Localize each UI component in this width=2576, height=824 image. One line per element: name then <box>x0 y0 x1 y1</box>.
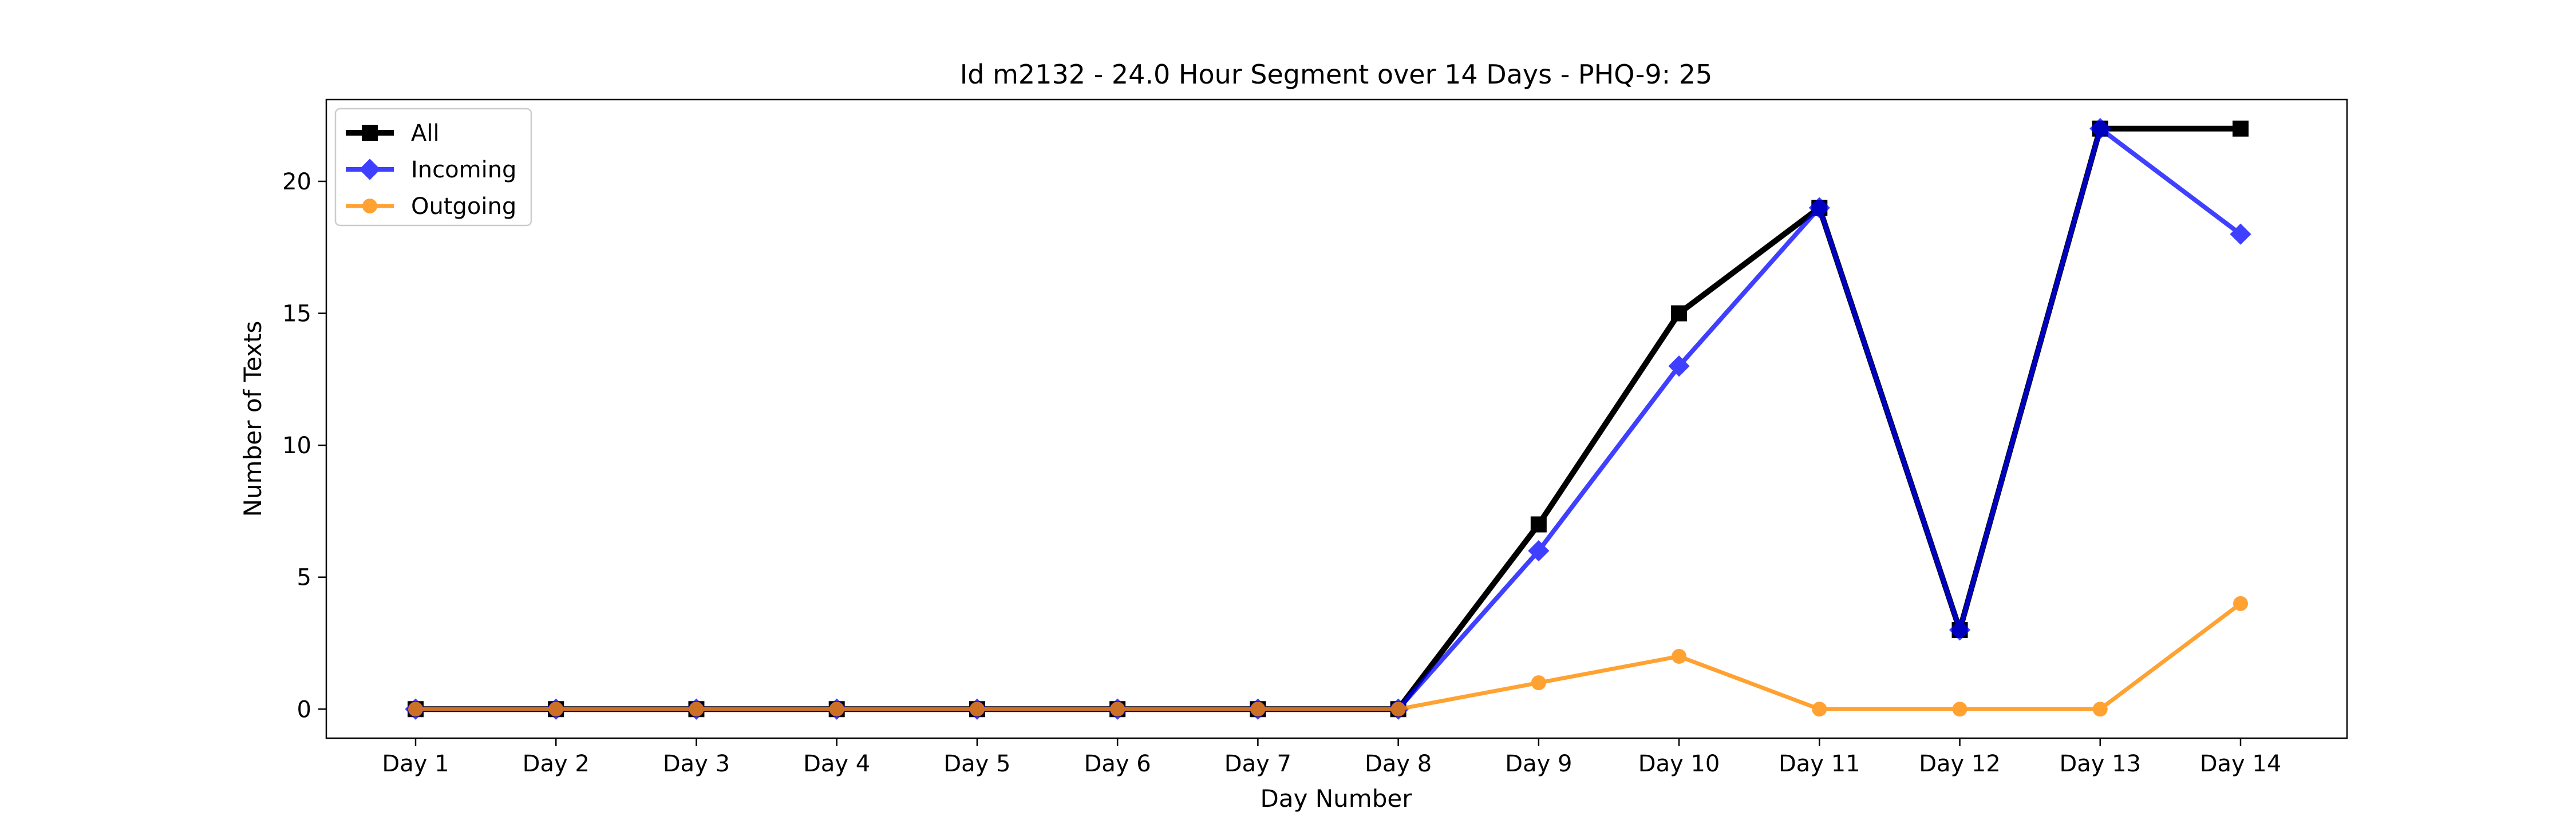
legend-entry-incoming <box>346 159 394 180</box>
legend-label-incoming: Incoming <box>411 157 516 183</box>
y-tick-label: 0 <box>297 696 311 723</box>
x-tick-label: Day 3 <box>663 751 730 777</box>
y-tick-label: 20 <box>282 169 311 195</box>
series-outgoing-point <box>2092 702 2108 717</box>
legend: All Incoming Outgoing <box>334 108 532 227</box>
legend-entry-outgoing <box>346 199 394 213</box>
x-tick-label: Day 1 <box>382 751 449 777</box>
series-all-point <box>2233 120 2249 137</box>
series-outgoing-point <box>969 702 985 717</box>
series-outgoing-point <box>1531 675 1546 691</box>
x-tick-label: Day 12 <box>1919 751 2001 777</box>
x-tick-label: Day 6 <box>1084 751 1151 777</box>
x-tick-label: Day 2 <box>523 751 590 777</box>
series-outgoing-line <box>413 601 2243 711</box>
x-tick-label: Day 5 <box>943 751 1010 777</box>
series-outgoing-point <box>1952 702 1967 717</box>
legend-marker-all <box>362 125 378 141</box>
series-outgoing-point <box>1672 649 1687 664</box>
y-tick-label: 10 <box>282 433 311 459</box>
series-incoming-point <box>1808 197 1830 219</box>
chart-title: Id m2132 - 24.0 Hour Segment over 14 Day… <box>960 59 1713 90</box>
x-tick-label: Day 13 <box>2059 751 2141 777</box>
series-incoming-point <box>1668 355 1690 377</box>
series-layer <box>405 118 2251 720</box>
x-tick-label: Day 4 <box>803 751 870 777</box>
y-axis-label: Number of Texts <box>239 321 267 517</box>
legend-frame <box>334 108 532 227</box>
legend-entry-all <box>346 125 394 141</box>
x-tick-label: Day 9 <box>1505 751 1572 777</box>
x-axis-label: Day Number <box>1260 785 1412 813</box>
series-outgoing-point <box>1250 702 1266 717</box>
legend-label-all: All <box>411 120 440 146</box>
series-outgoing <box>408 596 2248 717</box>
y-axis: 0 5 10 15 20 <box>282 169 326 723</box>
y-tick-label: 5 <box>297 565 311 591</box>
legend-label-outgoing: Outgoing <box>411 193 516 220</box>
series-outgoing-point <box>1390 702 1406 717</box>
series-outgoing-point <box>1110 702 1125 717</box>
x-axis: Day 1 Day 2 Day 3 Day 4 Day 5 Day 6 Day 7 Day 8… <box>382 738 2281 777</box>
x-tick-label: Day 10 <box>1638 751 1720 777</box>
series-incoming-point <box>2089 118 2111 140</box>
x-tick-label: Day 11 <box>1779 751 1860 777</box>
series-all-point <box>1671 305 1688 322</box>
series-outgoing-point <box>1812 702 1827 717</box>
series-all-point <box>1530 516 1547 533</box>
series-outgoing-point <box>2233 596 2248 611</box>
legend-marker-outgoing <box>362 199 377 213</box>
series-outgoing-point <box>689 702 704 717</box>
legend-marker-incoming <box>359 159 381 180</box>
series-outgoing-point <box>408 702 423 717</box>
plot-background <box>326 100 2347 738</box>
series-outgoing-point <box>548 702 564 717</box>
x-tick-label: Day 14 <box>2200 751 2282 777</box>
plot-frame <box>325 98 2348 739</box>
series-outgoing-point <box>829 702 844 717</box>
series-incoming-point <box>1949 619 1971 641</box>
x-tick-label: Day 8 <box>1365 751 1432 777</box>
series-incoming-point <box>2230 223 2251 245</box>
series-incoming-point <box>1528 540 1550 562</box>
y-tick-label: 15 <box>282 301 311 327</box>
x-tick-label: Day 7 <box>1224 751 1291 777</box>
